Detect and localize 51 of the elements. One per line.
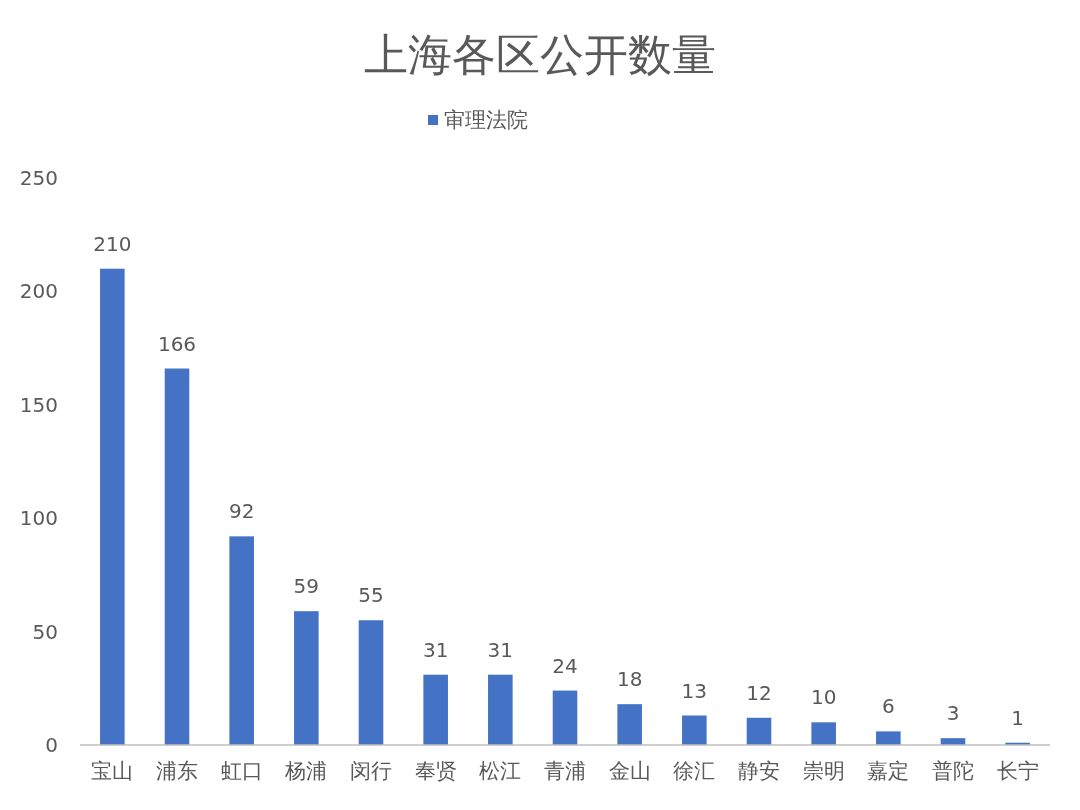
x-tick-label: 奉贤 xyxy=(414,759,457,783)
bar xyxy=(100,268,125,745)
data-label: 6 xyxy=(881,694,895,719)
y-tick-label: 250 xyxy=(19,166,58,190)
bar xyxy=(488,674,513,745)
y-tick-label: 100 xyxy=(19,506,58,531)
data-label: 24 xyxy=(552,653,578,678)
bar xyxy=(423,674,448,745)
data-label: 92 xyxy=(228,499,255,524)
x-tick-label: 浦东 xyxy=(156,759,198,783)
x-tick-label: 徐汇 xyxy=(673,759,716,783)
bar xyxy=(552,690,578,745)
bar xyxy=(746,717,772,745)
x-tick-label: 松江 xyxy=(479,759,522,783)
bar xyxy=(358,620,384,745)
data-label: 18 xyxy=(616,667,643,692)
y-tick-label: 50 xyxy=(32,619,58,644)
data-label: 10 xyxy=(810,685,837,710)
data-label: 210 xyxy=(93,231,132,256)
x-tick-label: 杨浦 xyxy=(284,759,328,783)
data-label: 55 xyxy=(358,583,384,608)
data-label: 166 xyxy=(157,331,197,356)
y-tick-label: 0 xyxy=(45,733,58,757)
x-tick-label: 虹口 xyxy=(220,759,263,783)
x-tick-label: 长宁 xyxy=(996,759,1039,783)
y-tick-label: 150 xyxy=(19,392,58,417)
data-label: 12 xyxy=(746,680,772,705)
data-label: 1 xyxy=(1011,705,1025,730)
bar xyxy=(164,368,190,745)
x-tick-label: 金山 xyxy=(608,759,651,783)
x-tick-label: 嘉定 xyxy=(867,759,910,783)
bar xyxy=(294,611,319,745)
data-label: 59 xyxy=(293,574,320,599)
bar xyxy=(617,704,642,745)
bar xyxy=(876,731,901,745)
data-label: 31 xyxy=(422,637,449,662)
x-tick-label: 崇明 xyxy=(802,759,845,783)
data-label: 31 xyxy=(487,637,514,662)
chart-title: 上海各区公开数量 xyxy=(364,29,716,80)
x-tick-label: 普陀 xyxy=(932,759,974,783)
data-label: 13 xyxy=(681,678,708,703)
x-tick-label: 青浦 xyxy=(544,759,586,783)
bar xyxy=(811,722,836,745)
bar xyxy=(682,715,707,745)
x-tick-label: 静安 xyxy=(738,759,780,783)
x-tick-label: 闵行 xyxy=(350,759,392,783)
x-tick-label: 宝山 xyxy=(91,759,134,783)
legend-label: 审理法院 xyxy=(444,108,528,132)
y-tick-label: 200 xyxy=(19,279,58,304)
data-label: 3 xyxy=(946,701,960,726)
bar xyxy=(229,536,254,745)
